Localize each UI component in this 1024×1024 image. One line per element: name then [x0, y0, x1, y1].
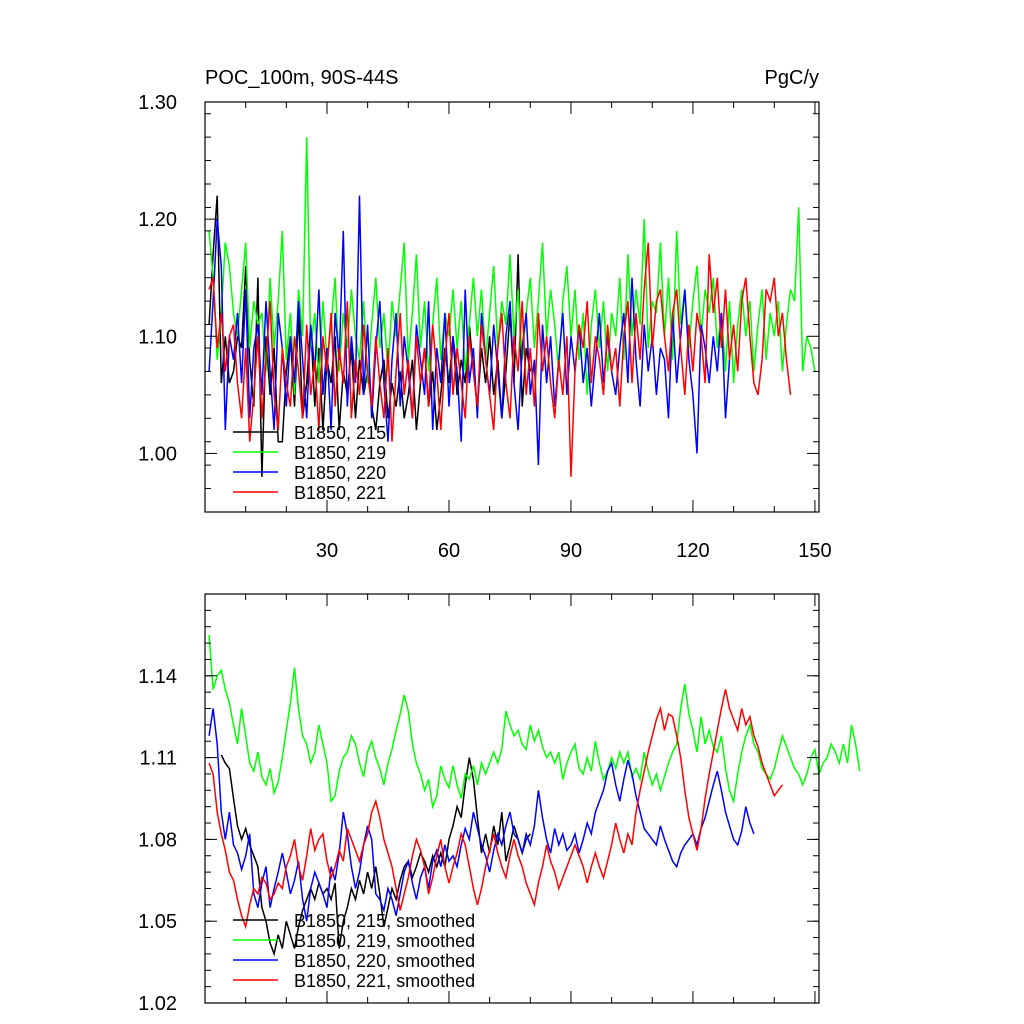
y-tick-label: 1.11	[140, 748, 177, 770]
legend-label: B1850, 220, smoothed	[294, 951, 475, 971]
y-tick-label: 1.05	[138, 911, 177, 933]
y-tick-label: 1.10	[138, 326, 177, 348]
y-tick-label: 1.02	[138, 993, 177, 1015]
chart-title: POC_100m, 90S-44S	[205, 67, 398, 89]
legend-label: B1850, 219	[294, 443, 386, 463]
units-label: PgC/y	[765, 67, 819, 89]
panel-2: 1.02 1.05 1.08 1.11 1.14 B1850, 215, smoothed…	[138, 593, 861, 1015]
legend-label: B1850, 215, smoothed	[294, 911, 475, 931]
legend-label: B1850, 221	[294, 483, 386, 503]
series-line-3	[208, 195, 731, 466]
series-line-4	[208, 689, 783, 930]
y-tick-label: 1.00	[138, 443, 177, 465]
series-line-4	[208, 242, 792, 477]
series-line-2	[208, 137, 816, 395]
y-tick-label: 1.30	[138, 92, 177, 114]
panel-1: 30 60 90 120 150 1.00 1.10 1.20 1.30 POC_100m, 90…	[138, 67, 832, 562]
legend-label: B1850, 220	[294, 463, 386, 483]
y-tick-label: 1.08	[138, 829, 177, 851]
y-tick-label: 1.14	[138, 666, 177, 688]
x-tick-label: 120	[676, 540, 709, 562]
x-tick-label: 150	[798, 540, 831, 562]
plot-frame	[204, 593, 820, 1004]
legend-label: B1850, 221, smoothed	[294, 971, 475, 991]
series-line-1	[220, 754, 531, 957]
x-tick-label: 60	[438, 540, 460, 562]
x-tick-label: 90	[560, 540, 582, 562]
y-tick-label: 1.20	[138, 209, 177, 231]
series-line-2	[208, 634, 861, 810]
x-tick-label: 30	[316, 540, 338, 562]
legend-label: B1850, 219, smoothed	[294, 931, 475, 951]
legend-label: B1850, 215	[294, 423, 386, 443]
plot-frame	[204, 101, 820, 513]
series-line-3	[208, 708, 755, 922]
